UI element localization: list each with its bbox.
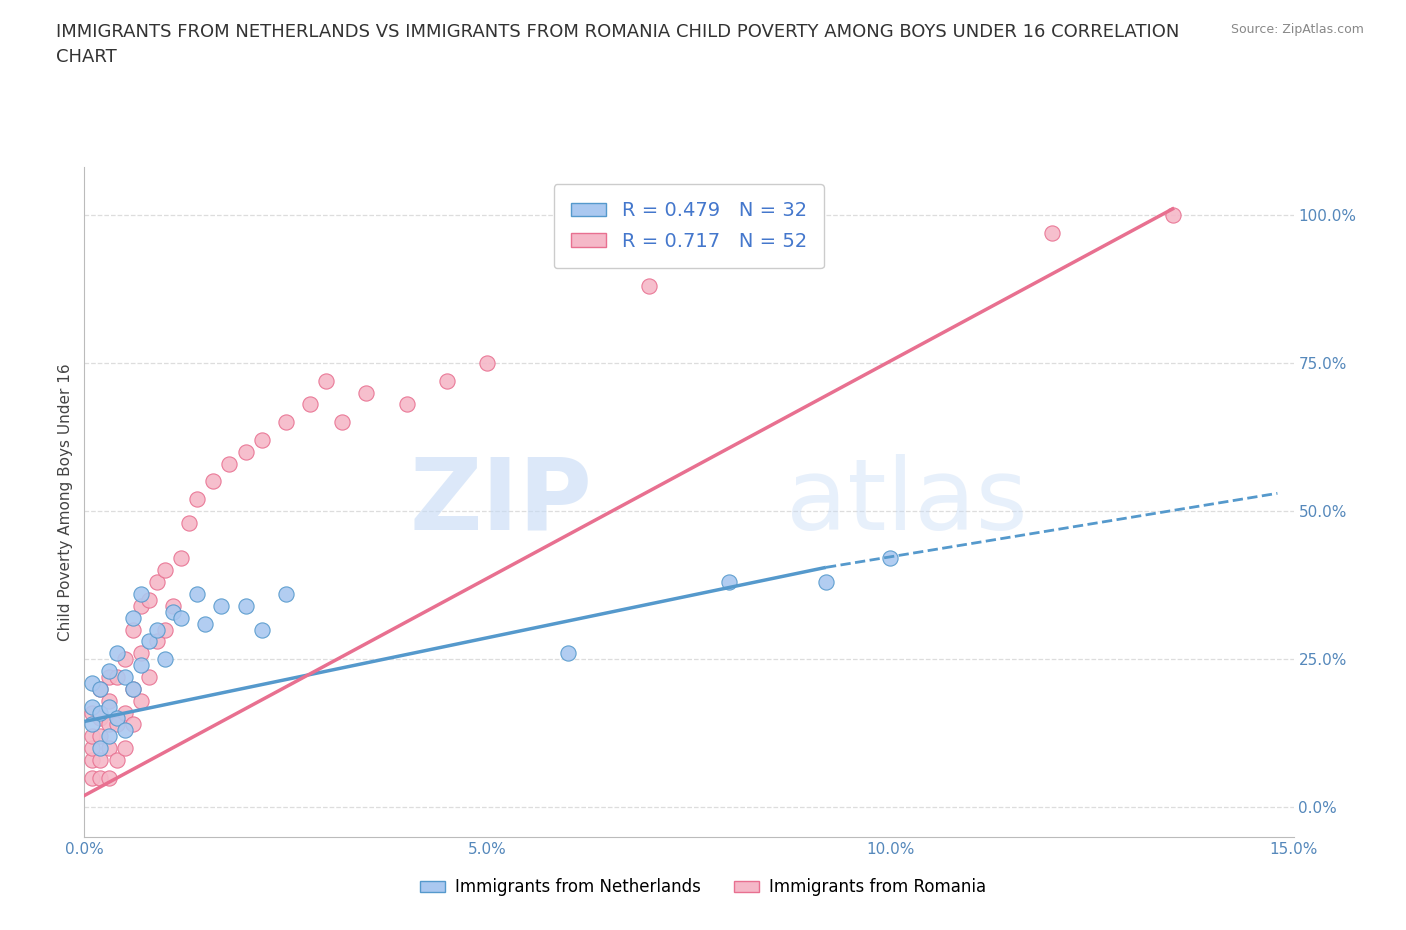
Point [89,682,111,697]
Point [82,770,104,785]
Point [138,592,160,607]
Point [129,645,152,660]
Point [1040,225,1063,240]
Point [250,432,273,447]
Point [105,752,128,767]
Y-axis label: Child Poverty Among Boys Under 16: Child Poverty Among Boys Under 16 [58,364,73,641]
Point [82,729,104,744]
Point [146,634,169,649]
Point [138,634,160,649]
Point [274,587,297,602]
Point [121,682,143,697]
Point [436,373,458,388]
Point [718,575,741,590]
Point [129,658,152,672]
Point [162,604,184,619]
Point [235,599,257,614]
Point [209,599,232,614]
Point [194,617,217,631]
Text: Source: ZipAtlas.com: Source: ZipAtlas.com [1230,23,1364,36]
Point [153,563,176,578]
Point [129,587,152,602]
Point [89,729,111,744]
Text: ZIP: ZIP [409,454,592,551]
Point [82,717,104,732]
Point [89,682,111,697]
Point [82,705,104,720]
Point [129,599,152,614]
Point [1161,207,1184,222]
Point [89,740,111,755]
Point [114,670,136,684]
Point [250,622,273,637]
Point [153,622,176,637]
Point [218,457,240,472]
Point [162,599,184,614]
Point [97,740,120,755]
Point [105,711,128,726]
Point [89,705,111,720]
Legend: Immigrants from Netherlands, Immigrants from Romania: Immigrants from Netherlands, Immigrants … [413,871,993,903]
Point [315,373,337,388]
Point [105,645,128,660]
Point [97,664,120,679]
Point [356,385,378,400]
Point [114,740,136,755]
Point [82,752,104,767]
Point [557,645,579,660]
Point [121,717,143,732]
Point [114,723,136,737]
Point [129,693,152,708]
Point [138,670,160,684]
Point [330,415,353,430]
Point [814,575,837,590]
Point [105,670,128,684]
Point [97,770,120,785]
Point [395,397,418,412]
Point [105,717,128,732]
Point [146,622,169,637]
Point [97,717,120,732]
Point [89,752,111,767]
Point [235,445,257,459]
Text: atlas: atlas [786,454,1028,551]
Legend: R = 0.479   N = 32, R = 0.717   N = 52: R = 0.479 N = 32, R = 0.717 N = 52 [554,184,824,269]
Point [97,670,120,684]
Point [121,682,143,697]
Point [299,397,322,412]
Point [97,693,120,708]
Point [97,699,120,714]
Point [179,515,201,530]
Point [82,740,104,755]
Point [274,415,297,430]
Point [170,551,193,566]
Text: IMMIGRANTS FROM NETHERLANDS VS IMMIGRANTS FROM ROMANIA CHILD POVERTY AMONG BOYS : IMMIGRANTS FROM NETHERLANDS VS IMMIGRANT… [56,23,1180,66]
Point [89,770,111,785]
Point [82,675,104,690]
Point [186,587,208,602]
Point [477,355,499,370]
Point [82,699,104,714]
Point [121,622,143,637]
Point [202,474,225,489]
Point [97,729,120,744]
Point [114,705,136,720]
Point [146,575,169,590]
Point [170,610,193,625]
Point [121,610,143,625]
Point [114,652,136,667]
Point [153,652,176,667]
Point [89,711,111,726]
Point [637,278,659,293]
Point [186,492,208,507]
Point [879,551,901,566]
